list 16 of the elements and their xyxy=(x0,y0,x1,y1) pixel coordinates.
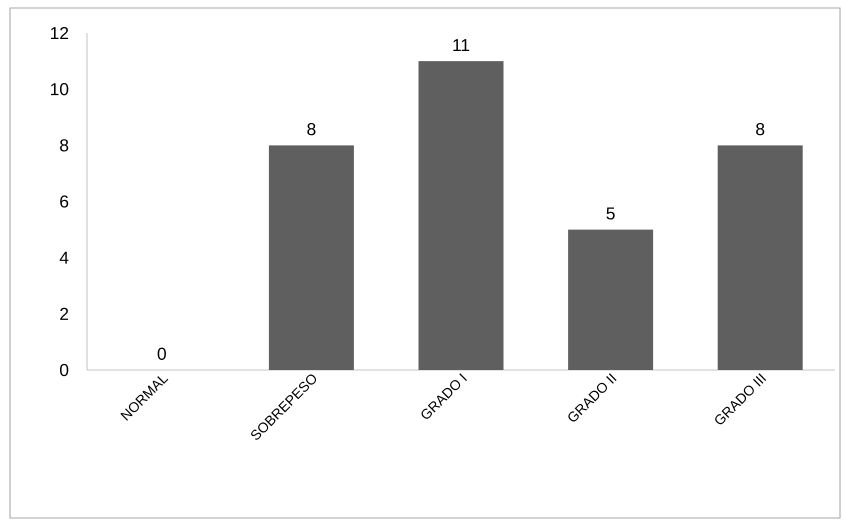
bar xyxy=(418,61,504,370)
bar xyxy=(268,145,354,370)
y-tick-label: 12 xyxy=(50,26,68,40)
data-label: 8 xyxy=(756,123,764,136)
y-tick-label: 10 xyxy=(50,83,68,96)
bar xyxy=(568,230,654,370)
data-label: 0 xyxy=(158,348,166,360)
y-tick-label: 2 xyxy=(60,308,68,320)
bar xyxy=(718,145,803,370)
y-tick-label: 6 xyxy=(60,195,68,208)
y-tick-label: 0 xyxy=(60,364,68,376)
data-label: 11 xyxy=(453,39,470,52)
data-label: 5 xyxy=(606,207,615,220)
y-tick-label: 4 xyxy=(60,252,68,264)
data-label: 8 xyxy=(307,123,316,136)
y-tick-label: 8 xyxy=(60,139,68,152)
